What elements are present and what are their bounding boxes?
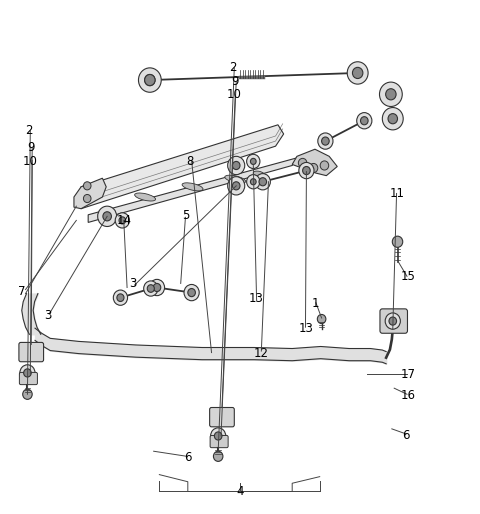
Circle shape [259, 178, 266, 186]
Circle shape [84, 194, 91, 203]
Circle shape [84, 182, 91, 190]
Circle shape [149, 280, 165, 296]
Text: 2: 2 [229, 61, 237, 75]
Circle shape [385, 313, 400, 329]
Circle shape [232, 161, 240, 170]
Circle shape [24, 369, 31, 377]
Text: 17: 17 [401, 369, 416, 381]
Text: 12: 12 [254, 347, 269, 360]
Circle shape [113, 290, 128, 305]
Circle shape [138, 68, 161, 93]
Text: 16: 16 [401, 389, 416, 402]
Text: 6: 6 [402, 430, 410, 443]
Circle shape [228, 177, 245, 195]
Text: 10: 10 [23, 155, 38, 168]
Circle shape [139, 69, 160, 91]
Circle shape [144, 75, 155, 86]
Text: 2: 2 [25, 124, 33, 137]
Circle shape [211, 428, 226, 444]
Polygon shape [81, 125, 284, 209]
Circle shape [247, 175, 260, 189]
Text: 10: 10 [227, 88, 242, 101]
Text: 5: 5 [182, 209, 189, 222]
Text: 13: 13 [249, 292, 264, 305]
Text: 9: 9 [231, 75, 239, 88]
Circle shape [153, 283, 161, 291]
FancyBboxPatch shape [380, 309, 408, 333]
Circle shape [322, 137, 329, 145]
Circle shape [392, 236, 403, 247]
Circle shape [214, 451, 223, 462]
Text: 6: 6 [184, 451, 192, 464]
Circle shape [299, 158, 307, 168]
Circle shape [20, 365, 35, 381]
Circle shape [115, 213, 130, 228]
Text: 3: 3 [44, 309, 51, 322]
Circle shape [347, 62, 368, 84]
Ellipse shape [253, 171, 265, 177]
Ellipse shape [135, 193, 156, 201]
Circle shape [117, 294, 124, 302]
Ellipse shape [225, 175, 246, 183]
Circle shape [309, 163, 318, 173]
Ellipse shape [182, 183, 203, 191]
Circle shape [23, 389, 32, 399]
Circle shape [215, 432, 222, 440]
Text: 7: 7 [18, 285, 25, 298]
Circle shape [103, 212, 111, 221]
Polygon shape [74, 178, 106, 209]
FancyBboxPatch shape [19, 342, 44, 362]
Circle shape [232, 182, 240, 190]
Circle shape [144, 75, 155, 86]
Polygon shape [292, 149, 337, 176]
Circle shape [97, 206, 117, 227]
Circle shape [389, 317, 396, 325]
Polygon shape [88, 158, 297, 223]
Circle shape [317, 315, 326, 324]
FancyBboxPatch shape [210, 435, 228, 448]
Text: 3: 3 [130, 277, 137, 290]
Circle shape [188, 288, 195, 297]
Text: 1: 1 [312, 297, 320, 310]
Circle shape [251, 158, 256, 164]
Text: 8: 8 [187, 155, 194, 168]
Circle shape [383, 107, 403, 130]
Circle shape [318, 133, 333, 149]
Circle shape [352, 67, 363, 79]
Circle shape [144, 281, 158, 296]
Text: 15: 15 [401, 270, 416, 283]
Circle shape [299, 162, 314, 179]
FancyBboxPatch shape [210, 408, 234, 427]
Circle shape [380, 82, 402, 106]
Circle shape [385, 89, 396, 100]
Circle shape [119, 217, 126, 224]
Circle shape [228, 156, 245, 175]
Text: 9: 9 [27, 141, 35, 154]
Text: 4: 4 [236, 485, 244, 499]
Circle shape [255, 174, 270, 190]
Text: 11: 11 [390, 187, 405, 200]
FancyBboxPatch shape [19, 373, 37, 384]
Text: 14: 14 [116, 214, 131, 227]
Circle shape [320, 161, 329, 170]
Text: 13: 13 [299, 322, 314, 335]
Circle shape [147, 285, 155, 292]
Circle shape [302, 167, 310, 175]
Circle shape [360, 117, 368, 125]
Circle shape [251, 179, 256, 185]
Circle shape [247, 154, 260, 169]
Circle shape [184, 284, 199, 301]
Circle shape [388, 114, 397, 124]
Circle shape [357, 113, 372, 129]
